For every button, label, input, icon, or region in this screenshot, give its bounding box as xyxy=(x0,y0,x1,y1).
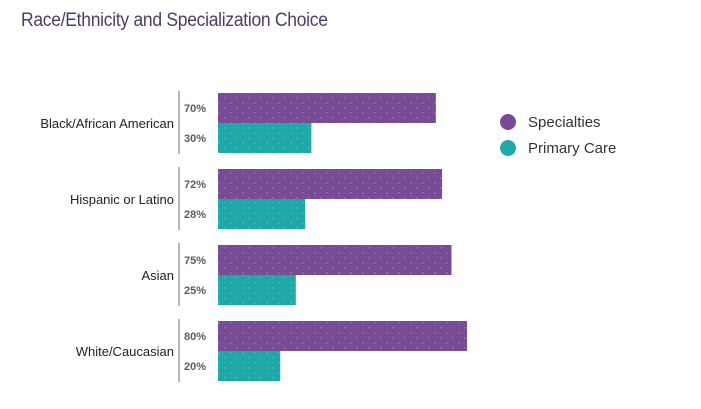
legend-label: Specialties xyxy=(528,114,601,131)
data-label-primary-care: 25% xyxy=(184,285,206,297)
bar-texture xyxy=(218,351,281,381)
data-label-specialties: 72% xyxy=(184,179,206,191)
bar-group-asian: Asian 75% 25% xyxy=(141,243,452,306)
bar-texture xyxy=(218,199,306,229)
legend-item-specialties: Specialties xyxy=(500,114,601,131)
data-label-specialties: 70% xyxy=(184,103,206,115)
data-label-primary-care: 28% xyxy=(184,209,206,221)
legend-swatch-icon xyxy=(500,114,516,130)
data-label-primary-care: 20% xyxy=(184,361,206,373)
data-label-specialties: 80% xyxy=(184,331,206,343)
category-label: Black/African American xyxy=(40,116,174,131)
category-label: White/Caucasian xyxy=(76,344,174,359)
bar-texture xyxy=(218,93,436,123)
bar-group-hispanic-or-latino: Hispanic or Latino 72% 28% xyxy=(70,167,443,230)
bar-texture xyxy=(218,169,443,199)
legend-swatch-icon xyxy=(500,140,516,156)
bar-texture xyxy=(218,275,296,305)
data-label-primary-care: 30% xyxy=(184,133,206,145)
bar-texture xyxy=(218,123,312,153)
legend-label: Primary Care xyxy=(528,140,616,157)
legend-item-primary-care: Primary Care xyxy=(500,140,616,157)
bar-texture xyxy=(218,245,452,275)
category-label: Hispanic or Latino xyxy=(70,192,174,207)
bar-group-black-african-american: Black/African American 70% 30% xyxy=(40,91,436,154)
category-label: Asian xyxy=(141,268,174,283)
chart-title: Race/Ethnicity and Specialization Choice xyxy=(21,10,328,31)
data-label-specialties: 75% xyxy=(184,255,206,267)
bar-group-white-caucasian: White/Caucasian 80% 20% xyxy=(76,319,467,382)
bar-texture xyxy=(218,321,467,351)
